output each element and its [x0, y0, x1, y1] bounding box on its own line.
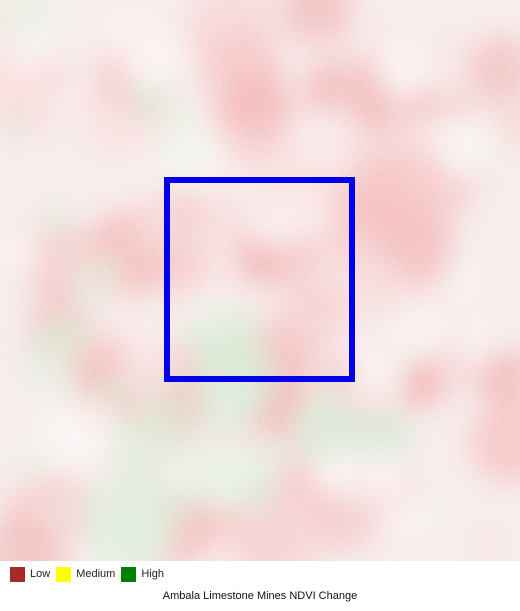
ndvi-change-map[interactable]	[0, 0, 520, 561]
legend-label-low: Low	[30, 568, 51, 580]
ndvi-raster	[0, 0, 520, 561]
legend-swatch-high	[121, 566, 137, 582]
legend-item-medium: Medium	[56, 566, 116, 582]
area-of-interest-box	[164, 177, 355, 382]
map-legend: Low Medium High	[10, 565, 170, 583]
legend-swatch-medium	[56, 566, 72, 582]
legend-label-high: High	[141, 568, 164, 580]
legend-label-medium: Medium	[76, 568, 116, 580]
legend-item-low: Low	[10, 566, 51, 582]
legend-item-high: High	[121, 566, 164, 582]
legend-swatch-low	[10, 566, 25, 582]
map-caption: Ambala Limestone Mines NDVI Change	[162, 590, 358, 602]
